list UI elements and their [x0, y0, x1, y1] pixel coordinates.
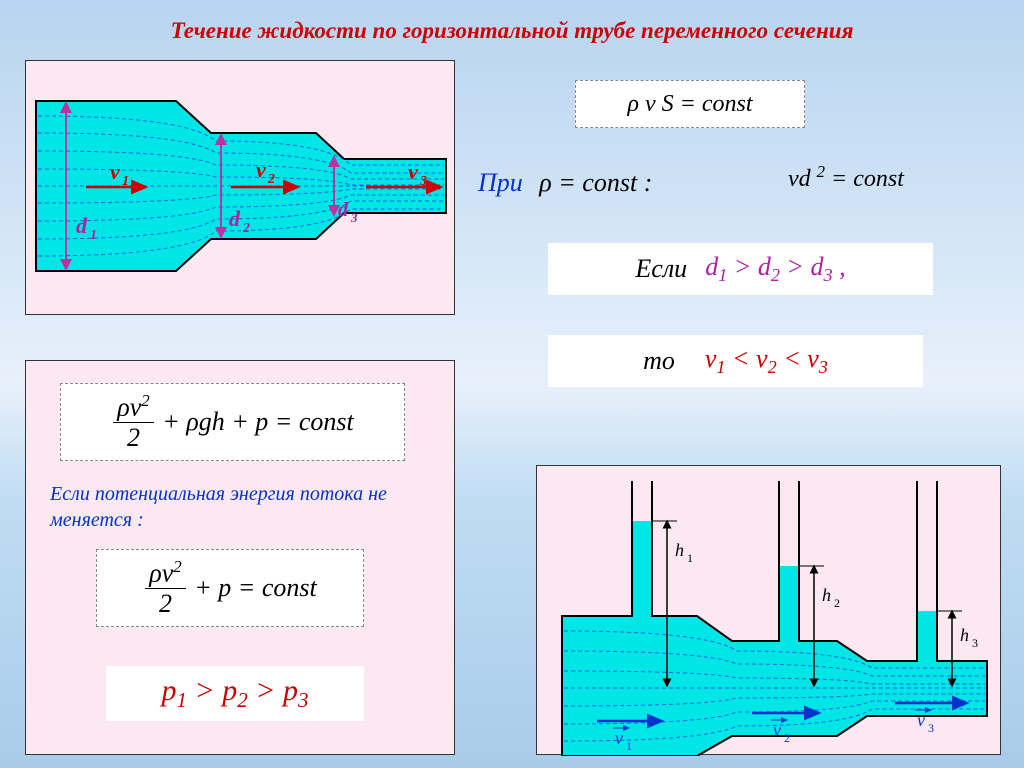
if-prefix: Если [635, 254, 687, 284]
then-prefix: то [643, 346, 675, 376]
v1-label: v [110, 159, 120, 184]
formula-continuity: ρ v S = const [575, 80, 805, 128]
formula-when-rho-const: При ρ = const : [478, 168, 652, 198]
svg-text:1: 1 [90, 228, 97, 243]
formula-bernoulli-full: ρv22 + ρgh + p = const [60, 383, 405, 461]
svg-text:2: 2 [834, 596, 840, 610]
svg-text:3: 3 [350, 210, 358, 225]
formula-vd2: vd 2 = const [788, 162, 904, 193]
continuity-text: ρ v S = const [627, 91, 752, 118]
svg-text:1: 1 [122, 174, 129, 189]
svg-text:3: 3 [972, 636, 978, 650]
v2-label: v [256, 157, 266, 182]
formula-then-velocities: то v1 < v2 < v3 [548, 335, 923, 387]
pipe-diagram-1: v1 v2 v3 d1 d2 d3 [26, 61, 456, 316]
v3-label: v [408, 159, 418, 184]
svg-text:2: 2 [267, 172, 275, 187]
formula-pressure-relation: p1 > p2 > p3 [106, 666, 364, 721]
v1b-label: v [615, 728, 623, 748]
h3-label: h [960, 625, 969, 645]
panel-pipe-diagram-1: v1 v2 v3 d1 d2 d3 [25, 60, 455, 315]
title-text: Течение жидкости по горизонтальной трубе… [171, 18, 854, 43]
v2b-label: v [773, 720, 781, 740]
h2-label: h [822, 585, 831, 605]
v3b-label: v [917, 710, 925, 730]
pressure-body: p1 > p2 > p3 [162, 674, 309, 713]
svg-text:1: 1 [626, 739, 632, 753]
d1-label: d [76, 213, 88, 238]
h1-label: h [675, 540, 684, 560]
page-title: Течение жидкости по горизонтальной трубе… [0, 18, 1024, 44]
svg-text:3: 3 [928, 721, 934, 735]
panel-pipe-diagram-2: h1 h2 h3 v1 v2 v3 [536, 465, 1001, 755]
formula-if-diameters: Если d1 > d2 > d3 , [548, 243, 933, 295]
if-body: d1 > d2 > d3 , [705, 252, 845, 286]
note-potential-energy: Если потенциальная энергия потока не мен… [50, 481, 430, 533]
d2-label: d [229, 206, 241, 231]
svg-text:2: 2 [784, 731, 790, 745]
svg-text:3: 3 [419, 174, 427, 189]
panel-bernoulli: ρv22 + ρgh + p = const Если потенциальна… [25, 360, 455, 755]
svg-text:1: 1 [687, 551, 693, 565]
pipe-piezometer-diagram: h1 h2 h3 v1 v2 v3 [537, 466, 1002, 756]
formula-bernoulli-horizontal: ρv22 + p = const [96, 549, 364, 627]
svg-text:2: 2 [242, 221, 250, 236]
when-mid: ρ = const : [539, 168, 652, 197]
d3-label: d [338, 199, 349, 221]
then-body: v1 < v2 < v3 [705, 344, 828, 378]
when-prefix: При [478, 168, 523, 197]
